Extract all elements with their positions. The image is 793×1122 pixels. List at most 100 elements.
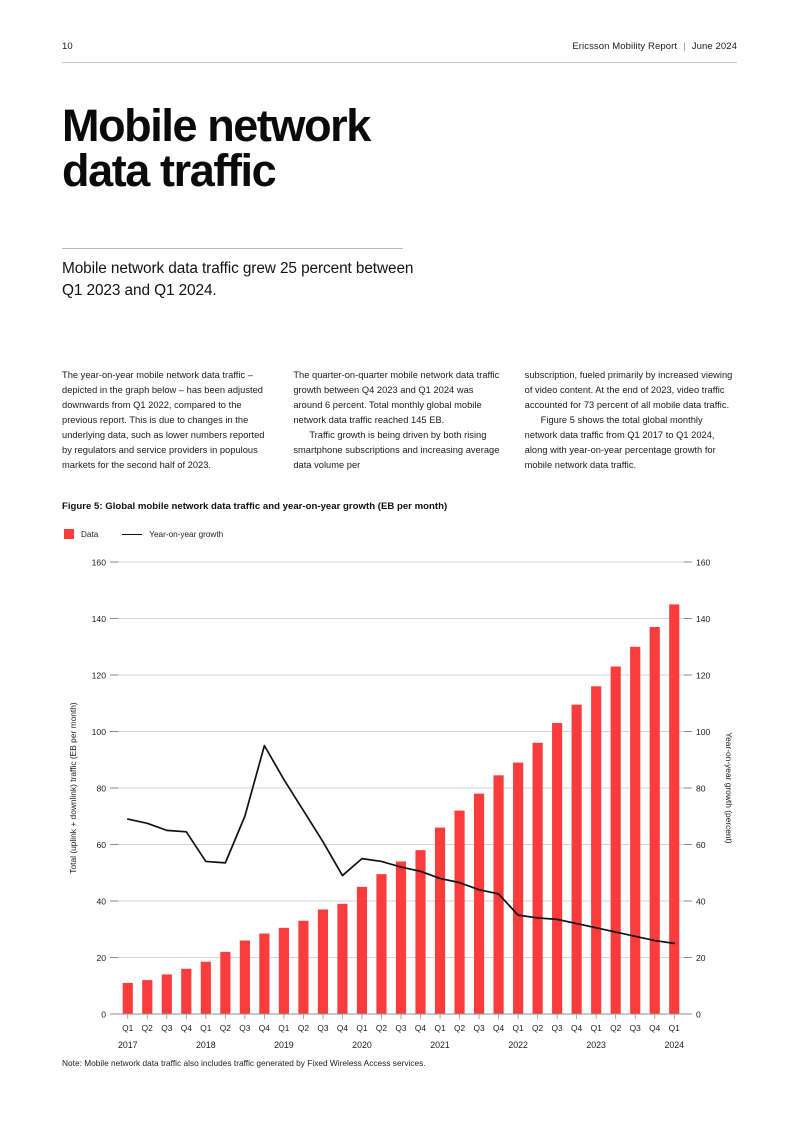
y2-axis-tick-label: 20 [696,953,706,963]
chart-bar [220,951,231,1014]
header-publication-block: Ericsson Mobility Report | June 2024 [572,41,737,52]
chart-bar [571,704,582,1014]
x-axis-quarter-label: Q1 [278,1023,290,1033]
x-axis-quarter-label: Q3 [552,1023,564,1033]
chart-bar [532,742,543,1014]
chart-bar [415,850,426,1014]
x-axis-quarter-label: Q2 [454,1023,466,1033]
y2-axis-tick-label: 80 [696,783,706,793]
legend-line-icon [122,533,143,535]
x-axis-quarter-label: Q4 [181,1023,193,1033]
chart-bar [356,886,368,1015]
chart-bar [142,980,153,1014]
chart-bar [649,626,660,1014]
body-column-3: subscription, fueled primarily by increa… [525,368,734,473]
legend-label: Year-on-year growth [149,529,224,539]
y-axis-tick-label: 80 [96,783,106,793]
chart-bar [239,940,250,1014]
figure-caption: Figure 5: Global mobile network data tra… [62,501,448,512]
chart-bar [278,927,289,1014]
issue-date: June 2024 [691,41,737,52]
chart-line-series [126,744,676,945]
x-axis-quarter-label: Q4 [337,1023,349,1033]
x-axis-quarter-label: Q4 [415,1023,427,1033]
y-axis-tick-label: 100 [92,727,107,737]
chart-bar [181,968,192,1014]
chart-bar [552,723,563,1014]
body-paragraph: The quarter-on-quarter mobile network da… [293,370,500,426]
header-divider [62,62,737,63]
chart-bar [610,666,621,1014]
x-axis-quarter-label: Q2 [610,1023,622,1033]
chart-bar [317,909,329,1014]
x-axis-year-label: 2017 [118,1040,138,1050]
y-axis-tick-label: 160 [92,557,107,567]
x-axis-quarter-label: Q4 [493,1023,505,1033]
x-axis-quarter-label: Q3 [239,1023,251,1033]
y2-axis-tick-label: 100 [696,727,711,737]
y-axis-tick-label: 0 [101,1009,106,1019]
chart-bar [395,861,407,1014]
x-axis-year-label: 2020 [352,1040,372,1050]
body-column-2: The quarter-on-quarter mobile network da… [293,368,502,473]
x-axis-quarter-label: Q3 [473,1023,485,1033]
y-axis-tick-label: 40 [96,896,106,906]
deck-divider [62,248,403,249]
chart-bar [259,933,270,1014]
x-axis-quarter-label: Q1 [434,1023,446,1033]
x-axis-quarter-label: Q2 [532,1023,544,1033]
x-axis-quarter-label: Q3 [395,1023,407,1033]
chart-legend: Data Year-on-year growth [64,529,223,539]
x-axis-quarter-label: Q1 [513,1023,525,1033]
x-axis-quarter-label: Q4 [649,1023,661,1033]
x-axis-quarter-label: Q2 [298,1023,310,1033]
deck-text: Mobile network data traffic grew 25 perc… [62,260,414,299]
y2-axis-title: Year-on-year growth (percent) [724,732,734,844]
chart-bar [122,982,133,1014]
chart-bar [513,762,524,1014]
body-paragraph: Figure 5 shows the total global monthly … [524,415,716,471]
chart-bar [630,646,641,1014]
x-axis-quarter-label: Q1 [591,1023,603,1033]
y2-axis-tick-label: 40 [696,896,706,906]
y2-axis-tick-label: 120 [696,670,711,680]
x-axis-year-label: 2019 [274,1040,294,1050]
chart-bar [473,793,485,1014]
chart-bar [200,961,211,1014]
x-axis-year-label: 2024 [664,1040,684,1050]
y-axis-tick-label: 60 [96,840,106,850]
x-axis-quarter-label: Q3 [161,1023,173,1033]
chart-bar [591,686,602,1014]
chart-bar [337,903,348,1014]
y2-axis-tick-label: 160 [696,557,711,567]
legend-swatch-icon [64,529,74,539]
x-axis-quarter-label: Q1 [669,1023,681,1033]
x-axis-quarter-label: Q4 [571,1023,583,1033]
chart-bar [161,974,172,1014]
legend-item-data: Data [64,529,98,539]
chart-container: 0 20 40 60 80 100 120 140 160 0 20 40 60 80 100 120 140 1… [62,552,734,1052]
x-axis-quarter-label: Q1 [122,1023,134,1033]
body-paragraph: subscription, fueled primarily by increa… [524,370,733,411]
body-paragraph: The year-on-year mobile network data tra… [62,370,265,471]
y-axis-title: Total (uplink + downlink) traffic (EB pe… [68,702,78,874]
x-axis-quarter-label: Q2 [376,1023,388,1033]
x-axis-year-label: 2022 [508,1040,528,1050]
body-column-1: The year-on-year mobile network data tra… [62,368,271,473]
page-title-line-2: data traffic [62,145,277,197]
page-title-line-1: Mobile network [62,100,371,152]
body-paragraph: Traffic growth is being driven by both r… [293,430,500,471]
x-axis-year-label: 2023 [586,1040,606,1050]
page-number: 10 [62,41,73,52]
publication-name: Ericsson Mobility Report [572,41,678,52]
x-axis-quarter-label: Q1 [200,1023,212,1033]
legend-label: Data [81,529,99,539]
x-axis-year-label: 2021 [430,1040,450,1050]
y-axis-tick-label: 120 [92,670,107,680]
x-axis-quarter-label: Q4 [259,1023,271,1033]
page-title: Mobile network data traffic [62,103,542,193]
y-axis-tick-label: 20 [96,953,106,963]
running-header: 10 Ericsson Mobility Report | June 2024 [62,41,737,59]
chart-bar [298,920,309,1014]
